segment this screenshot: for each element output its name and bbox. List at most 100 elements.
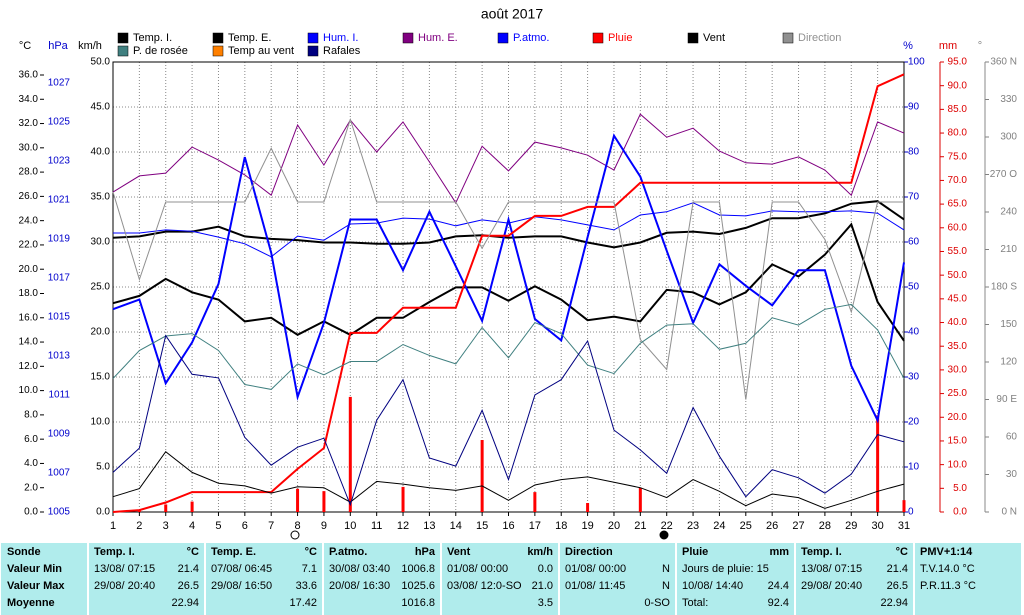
plot-frame <box>112 61 905 513</box>
x-tick-label: 21 <box>634 520 646 532</box>
table-section: Temp. I. °C 13/08/ 07:15 21.4 29/08/ 20:40 26… <box>89 543 204 615</box>
y-tick-label: 6.0 <box>24 434 38 445</box>
y-tick-label: 34.0 <box>19 94 39 105</box>
y-tick-label: 22.0 <box>19 240 39 251</box>
cell-right: 1006.8 <box>401 563 435 575</box>
x-tick-label: 8 <box>295 520 301 532</box>
y-tick-label: 30.0 <box>948 365 968 376</box>
y-tick-label: 80.0 <box>948 128 968 139</box>
x-tick-label: 26 <box>766 520 778 532</box>
y-tick-label: 25.0 <box>91 282 111 293</box>
y-tick-label: 12.0 <box>19 361 39 372</box>
y-tick-label: 330 <box>1000 94 1017 105</box>
y-tick-label: 40.0 <box>91 147 111 158</box>
legend-swatch <box>687 32 699 44</box>
legend-swatch <box>117 32 129 44</box>
x-tick-label: 1 <box>110 520 116 532</box>
y-tick-label: 10 <box>908 462 920 473</box>
row-label: Sonde <box>7 546 41 558</box>
y-tick-label: 50 <box>908 282 920 293</box>
rain-bar <box>348 396 352 512</box>
cell-right: 17.42 <box>289 597 317 609</box>
y-tick-label: 300 <box>1000 132 1017 143</box>
x-tick-label: 2 <box>136 520 142 532</box>
series-line <box>112 200 905 249</box>
y-tick-label: 1023 <box>48 156 71 167</box>
y-tick-label: 15.0 <box>948 436 968 447</box>
y-tick-label: 32.0 <box>19 118 39 129</box>
legend-label: Rafales <box>323 45 361 57</box>
legend-label: Temp au vent <box>228 45 294 57</box>
rain-bar <box>638 487 642 512</box>
y-tick-label: 1025 <box>48 117 71 128</box>
y-tick-label: 95.0 <box>948 57 968 68</box>
legend-swatch <box>212 32 224 44</box>
series-line <box>112 73 905 513</box>
cell-left: 20/08/ 16:30 <box>329 580 391 592</box>
x-tick-label: 16 <box>502 520 514 532</box>
y-tick-label: 45.0 <box>948 293 968 304</box>
y-tick-label: 10.0 <box>19 385 39 396</box>
y-tick-label: 35.0 <box>948 341 968 352</box>
cell-right: 33.6 <box>295 580 317 592</box>
row-label: Valeur Min <box>7 563 63 575</box>
y-tick-label: 240 <box>1000 207 1017 218</box>
axis-title: % <box>903 40 913 52</box>
y-tick-label: 1005 <box>48 507 71 518</box>
series-line <box>112 334 905 507</box>
y-tick-label: 0.0 <box>24 507 38 518</box>
section-title: PMV+1:14 <box>920 546 973 558</box>
series-line <box>112 450 905 509</box>
cell-right: 0-SO <box>644 597 670 609</box>
x-tick-label: 10 <box>344 520 356 532</box>
cell-right: 92.4 <box>767 597 789 609</box>
series-line <box>112 113 905 204</box>
y-tick-label: 90 <box>908 102 920 113</box>
y-tick-label: 4.0 <box>24 458 38 469</box>
x-tick-label: 28 <box>819 520 831 532</box>
table-section: Direction 01/08/ 00:00 N 01/08/ 11:45 N 0-SO <box>560 543 675 615</box>
section-title: Temp. E. <box>211 546 257 558</box>
x-tick-label: 14 <box>450 520 462 532</box>
x-tick-label: 29 <box>845 520 857 532</box>
section-title: Pluie <box>682 546 709 558</box>
y-tick-label: 15.0 <box>91 372 111 383</box>
y-tick-label: 30.0 <box>19 142 39 153</box>
table-section: Vent km/h 01/08/ 00:00 0.0 03/08/ 12:0-SO 21.… <box>442 543 558 615</box>
cell-right: N <box>662 580 670 592</box>
cell-right: 26.5 <box>886 580 908 592</box>
y-tick-label: 1017 <box>48 273 71 284</box>
y-tick-label: 1009 <box>48 429 71 440</box>
y-tick-label: 360 N <box>990 57 1017 68</box>
rain-bar <box>190 501 194 512</box>
section-unit: °C <box>186 546 199 558</box>
row-label: Moyenne <box>7 597 55 609</box>
cell-right: 3.5 <box>537 597 553 609</box>
cell-right: 7.1 <box>301 563 317 575</box>
y-tick-label: 50.0 <box>948 270 968 281</box>
y-tick-label: 30 <box>908 372 920 383</box>
cell-right: N <box>662 563 670 575</box>
y-tick-label: 20.0 <box>19 264 39 275</box>
y-tick-label: 70.0 <box>948 175 968 186</box>
y-tick-label: 16.0 <box>19 312 39 323</box>
y-tick-label: 20.0 <box>948 412 968 423</box>
row-label-column: Sonde Valeur Min Valeur Max Moyenne <box>1 543 87 615</box>
section-unit: °C <box>304 546 317 558</box>
series-line <box>112 303 905 390</box>
row-label: Valeur Max <box>7 580 65 592</box>
legend-label: Vent <box>703 32 725 44</box>
y-tick-label: 14.0 <box>19 337 39 348</box>
cell-left: 30/08/ 03:40 <box>329 563 391 575</box>
axis-title: km/h <box>78 40 102 52</box>
cell-left: 29/08/ 16:50 <box>211 580 273 592</box>
x-tick-label: 24 <box>713 520 725 532</box>
cell-right: 1016.8 <box>401 597 435 609</box>
table-section: Pluie mm Jours de pluie: 15 10/08/ 14:40 24.… <box>677 543 794 615</box>
y-tick-label: 26.0 <box>19 191 39 202</box>
x-tick-label: 25 <box>740 520 752 532</box>
x-tick-label: 30 <box>872 520 884 532</box>
rain-bar <box>164 504 168 512</box>
y-tick-label: 120 <box>1000 357 1017 368</box>
y-tick-label: 80 <box>908 147 920 158</box>
